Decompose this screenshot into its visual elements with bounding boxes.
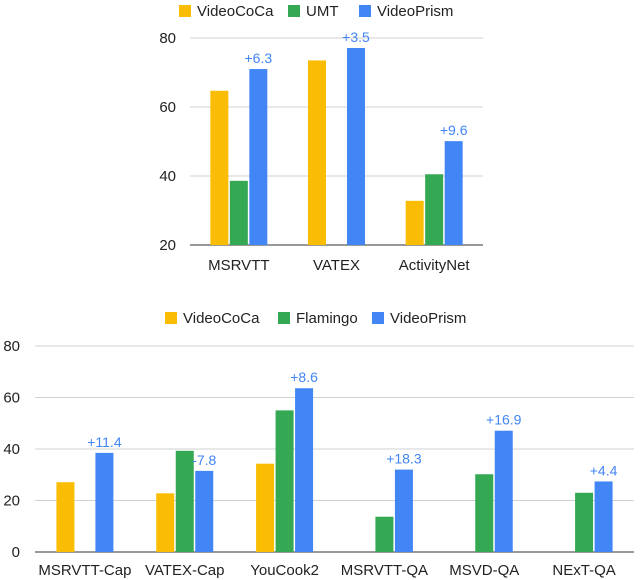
x-category-label-youcook2: YouCook2 <box>250 562 319 579</box>
bar-flamingo-msrvtt-qa <box>375 516 394 552</box>
annotation-label-vatex: +3.5 <box>342 29 370 45</box>
bar-umt-msrvtt <box>229 180 248 245</box>
bar-videoprism-vatex-cap <box>195 470 214 552</box>
bar-videoprism-next-qa <box>594 481 613 552</box>
bar-videococa-activitynet <box>405 200 424 245</box>
x-category-label-activitynet: ActivityNet <box>399 257 471 274</box>
y-tick-label: 0 <box>12 544 20 561</box>
bar-videococa-msrvtt <box>210 90 229 245</box>
legend-swatch-videococa <box>165 312 177 324</box>
annotation-label-vatex-cap: -7.8 <box>192 452 216 468</box>
legend-swatch-umt <box>288 5 300 17</box>
annotation-label-msrvtt-cap: +11.4 <box>87 434 122 450</box>
bar-videoprism-msrvtt-qa <box>394 469 413 552</box>
bar-videococa-youcook2 <box>256 463 275 552</box>
y-tick-label: 80 <box>159 30 176 47</box>
legend-swatch-videococa <box>179 5 191 17</box>
x-category-label-vatex: VATEX <box>313 257 360 274</box>
legend-label-videococa: VideoCoCa <box>197 3 274 20</box>
annotation-label-activitynet: +9.6 <box>440 122 468 138</box>
bar-videococa-vatex-cap <box>156 493 175 552</box>
y-tick-label: 60 <box>159 99 176 116</box>
x-category-label-vatex-cap: VATEX-Cap <box>145 562 224 579</box>
x-category-label-msrvtt-qa: MSRVTT-QA <box>341 562 428 579</box>
bar-videoprism-youcook2 <box>295 388 314 552</box>
bar-videococa-msrvtt-cap <box>56 482 75 552</box>
legend-label-umt: UMT <box>306 3 339 20</box>
bar-videoprism-msrvtt <box>249 69 268 245</box>
bar-videoprism-vatex <box>347 48 365 245</box>
annotation-label-msrvtt: +6.3 <box>245 50 273 66</box>
x-category-label-next-qa: NExT-QA <box>552 562 615 579</box>
bar-flamingo-youcook2 <box>275 410 294 552</box>
bar-flamingo-next-qa <box>575 492 594 552</box>
y-tick-label: 40 <box>159 168 176 185</box>
annotation-label-msrvtt-qa: +18.3 <box>386 451 422 467</box>
legend-swatch-flamingo <box>278 312 290 324</box>
legend-label-videoprism: VideoPrism <box>377 3 453 20</box>
top-bar-chart: VideoCoCa UMT VideoPrism 20 40 60 80 MSRVTT +6.3… <box>159 3 483 274</box>
bar-videoprism-msrvtt-cap <box>95 452 114 552</box>
legend-swatch-videoprism <box>372 312 384 324</box>
legend-label-videoprism: VideoPrism <box>390 310 466 327</box>
legend-swatch-videoprism <box>359 5 371 17</box>
bar-videoprism-msvd-qa <box>494 430 513 552</box>
y-tick-label: 80 <box>3 338 20 355</box>
bar-flamingo-msvd-qa <box>475 474 494 552</box>
y-tick-label: 20 <box>3 493 20 510</box>
annotation-label-youcook2: +8.6 <box>290 369 318 385</box>
legend-label-flamingo: Flamingo <box>296 310 358 327</box>
bar-flamingo-vatex-cap <box>175 450 194 552</box>
x-category-label-msrvtt: MSRVTT <box>208 257 269 274</box>
bottom-bar-chart: VideoCoCa Flamingo VideoPrism 0 20 40 60 80 MSRV… <box>3 310 634 579</box>
bar-videococa-vatex <box>308 60 326 245</box>
bar-videoprism-activitynet <box>444 141 463 245</box>
y-tick-label: 40 <box>3 441 20 458</box>
annotation-label-next-qa: +4.4 <box>590 462 618 478</box>
bar-umt-activitynet <box>425 174 444 245</box>
x-category-label-msvd-qa: MSVD-QA <box>449 562 519 579</box>
y-tick-label: 20 <box>159 237 176 254</box>
annotation-label-msvd-qa: +16.9 <box>486 412 522 428</box>
x-category-label-msrvtt-cap: MSRVTT-Cap <box>38 562 131 579</box>
legend-label-videococa: VideoCoCa <box>183 310 260 327</box>
y-tick-label: 60 <box>3 390 20 407</box>
